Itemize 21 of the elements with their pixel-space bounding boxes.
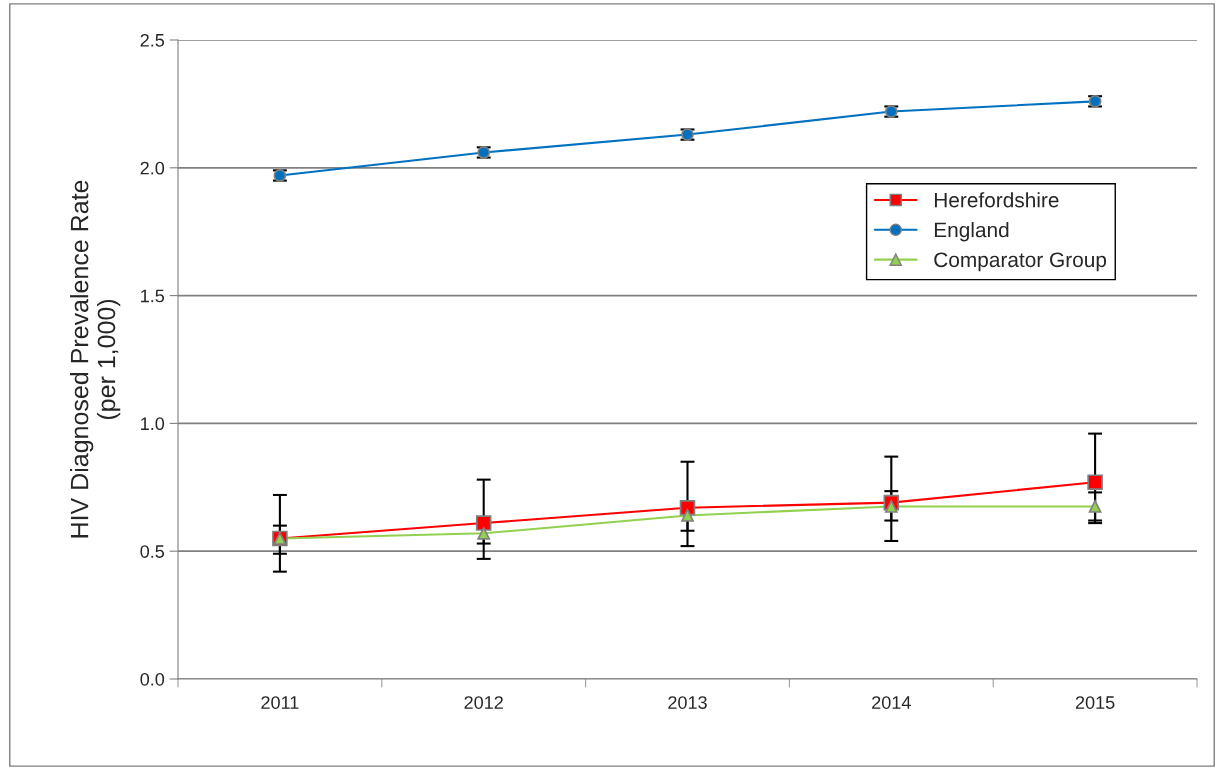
y-tick-label: 0.0 — [140, 672, 165, 686]
point — [477, 526, 491, 540]
y-tick-label: 2.5 — [140, 33, 165, 47]
point — [884, 500, 898, 513]
x-tick-label: 2015 — [1075, 696, 1115, 709]
legend-label: Comparator Group — [934, 252, 1107, 272]
x-tick-label: 2013 — [668, 696, 707, 709]
legend-label: Herefordshire — [934, 192, 1059, 208]
y-tick-label: 1.5 — [141, 289, 165, 303]
point — [1087, 474, 1103, 490]
point — [475, 515, 492, 531]
x-tick-label: 2011 — [261, 696, 299, 709]
y-axis-title: HIV Diagnosed Prevalence Rate (per 1,000) — [70, 180, 121, 538]
legend-label: England — [934, 221, 1009, 242]
point — [681, 509, 694, 522]
y-tick-label: 0.5 — [140, 545, 165, 558]
y-tick-label: 1.0 — [141, 417, 165, 431]
point — [1088, 500, 1102, 513]
x-tick-label: 2012 — [464, 696, 503, 709]
x-tick-label: 2014 — [872, 696, 911, 709]
y-tick-label: 2.0 — [140, 161, 165, 175]
